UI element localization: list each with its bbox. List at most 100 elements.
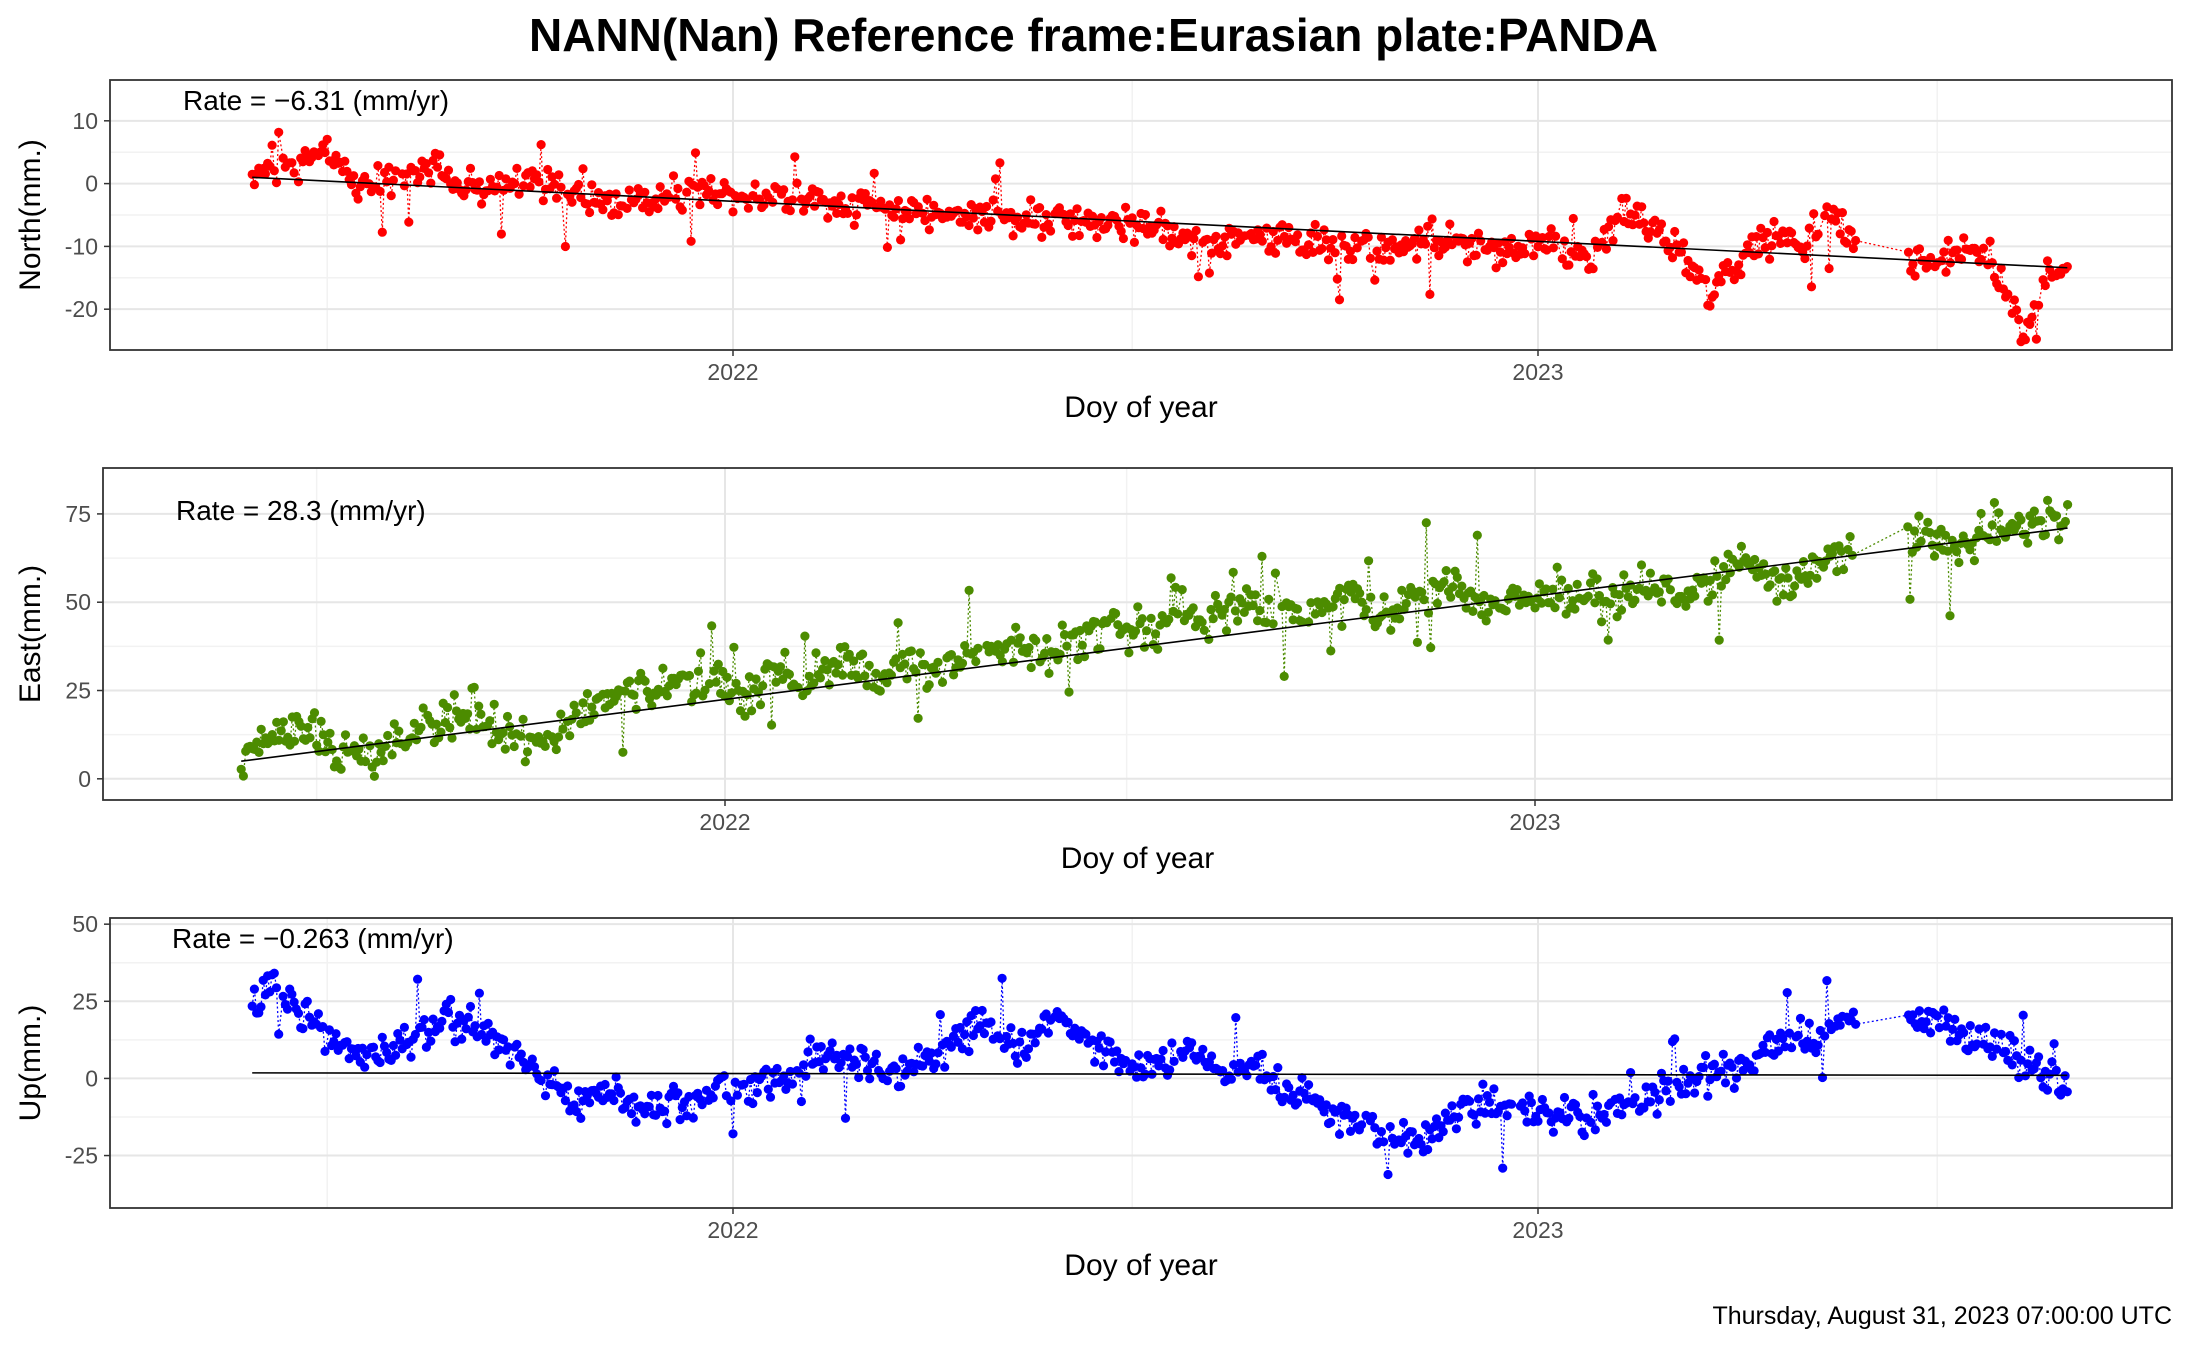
data-point bbox=[1357, 1120, 1367, 1130]
data-point bbox=[1795, 1013, 1806, 1024]
data-point bbox=[1729, 1083, 1739, 1093]
data-point bbox=[502, 711, 513, 722]
data-point bbox=[443, 165, 454, 175]
data-point bbox=[1506, 1099, 1517, 1109]
data-point bbox=[287, 158, 297, 168]
data-point bbox=[1207, 248, 1217, 258]
data-point bbox=[1813, 229, 1823, 239]
data-point bbox=[373, 161, 383, 171]
data-point bbox=[673, 1088, 683, 1098]
y-axis-title: North(mm.) bbox=[14, 139, 47, 291]
data-point bbox=[238, 771, 248, 781]
data-point bbox=[1440, 1108, 1450, 1118]
data-point bbox=[1319, 1107, 1329, 1117]
data-point bbox=[1457, 581, 1467, 591]
data-point bbox=[1337, 231, 1347, 241]
data-point bbox=[2025, 1045, 2035, 1055]
data-point bbox=[445, 722, 455, 733]
data-point bbox=[1628, 220, 1638, 230]
data-point bbox=[1916, 536, 1926, 547]
data-point bbox=[498, 728, 508, 738]
data-point bbox=[1585, 578, 1596, 588]
data-point bbox=[1824, 263, 1834, 274]
data-point bbox=[437, 1016, 447, 1026]
data-point bbox=[1075, 625, 1085, 636]
data-point bbox=[1636, 560, 1647, 570]
data-point bbox=[2047, 1057, 2057, 1067]
data-point bbox=[1802, 241, 1812, 251]
data-point bbox=[1156, 1054, 1166, 1064]
data-point bbox=[700, 685, 710, 695]
data-point bbox=[1650, 1087, 1660, 1097]
data-point bbox=[811, 648, 821, 658]
data-point bbox=[1297, 1073, 1307, 1083]
data-point bbox=[416, 722, 426, 733]
data-point bbox=[800, 631, 810, 641]
data-point bbox=[964, 1046, 974, 1057]
y-tick-label: 25 bbox=[72, 988, 98, 1014]
data-point bbox=[1426, 643, 1436, 653]
data-point bbox=[362, 1050, 372, 1060]
data-point bbox=[1679, 594, 1689, 605]
data-point bbox=[906, 646, 917, 656]
data-point bbox=[428, 1014, 438, 1024]
data-point bbox=[1379, 1137, 1389, 1147]
data-point bbox=[357, 1043, 368, 1053]
data-point bbox=[1996, 263, 2006, 273]
data-point bbox=[1472, 530, 1482, 540]
data-point bbox=[1989, 498, 1999, 508]
data-point bbox=[1420, 239, 1431, 249]
data-point bbox=[424, 168, 434, 178]
data-point bbox=[1665, 1096, 1675, 1106]
data-point bbox=[485, 174, 495, 184]
data-point bbox=[924, 225, 934, 235]
data-point bbox=[1098, 1061, 1109, 1071]
data-point bbox=[1326, 646, 1336, 656]
data-point bbox=[477, 199, 487, 209]
data-point bbox=[940, 1062, 950, 1072]
data-point bbox=[2063, 500, 2073, 510]
data-point bbox=[743, 203, 754, 213]
data-point bbox=[1851, 235, 1861, 246]
trend-line bbox=[241, 527, 2068, 762]
data-point bbox=[1226, 1074, 1236, 1084]
data-point bbox=[534, 177, 544, 187]
data-point bbox=[512, 163, 522, 173]
data-point bbox=[893, 618, 903, 628]
data-point bbox=[1001, 1031, 1012, 1042]
data-point bbox=[955, 1022, 965, 1033]
data-point bbox=[1471, 1119, 1481, 1129]
data-point bbox=[274, 1029, 284, 1039]
data-point bbox=[2043, 495, 2053, 505]
y-tick-label: 0 bbox=[85, 1065, 98, 1091]
data-point bbox=[1111, 608, 1121, 619]
data-point bbox=[1787, 590, 1797, 600]
data-point bbox=[1506, 233, 1517, 244]
data-point bbox=[1026, 662, 1036, 673]
data-point bbox=[1465, 1096, 1475, 1106]
data-point bbox=[1694, 265, 1704, 275]
x-tick-label: 2023 bbox=[1509, 809, 1560, 835]
data-point bbox=[1559, 1092, 1570, 1103]
data-point bbox=[289, 168, 299, 178]
data-point bbox=[1043, 1028, 1053, 1038]
data-point bbox=[1242, 1071, 1252, 1081]
data-point bbox=[1670, 226, 1680, 237]
data-point bbox=[1590, 1125, 1600, 1135]
data-point bbox=[271, 178, 282, 188]
data-point bbox=[1288, 615, 1298, 625]
data-point bbox=[1742, 240, 1753, 250]
data-point bbox=[1328, 235, 1338, 245]
data-point bbox=[1030, 1038, 1040, 1048]
data-point bbox=[1386, 625, 1396, 635]
data-point bbox=[2029, 506, 2039, 516]
y-axis-title: Up(mm.) bbox=[14, 1005, 47, 1122]
data-point bbox=[1169, 222, 1179, 232]
data-point bbox=[804, 671, 814, 681]
data-point bbox=[708, 1093, 718, 1103]
data-point bbox=[1914, 511, 1924, 521]
data-point bbox=[1945, 611, 1955, 621]
data-point bbox=[1837, 208, 1847, 218]
data-point bbox=[589, 710, 599, 720]
data-point bbox=[1502, 1111, 1512, 1121]
